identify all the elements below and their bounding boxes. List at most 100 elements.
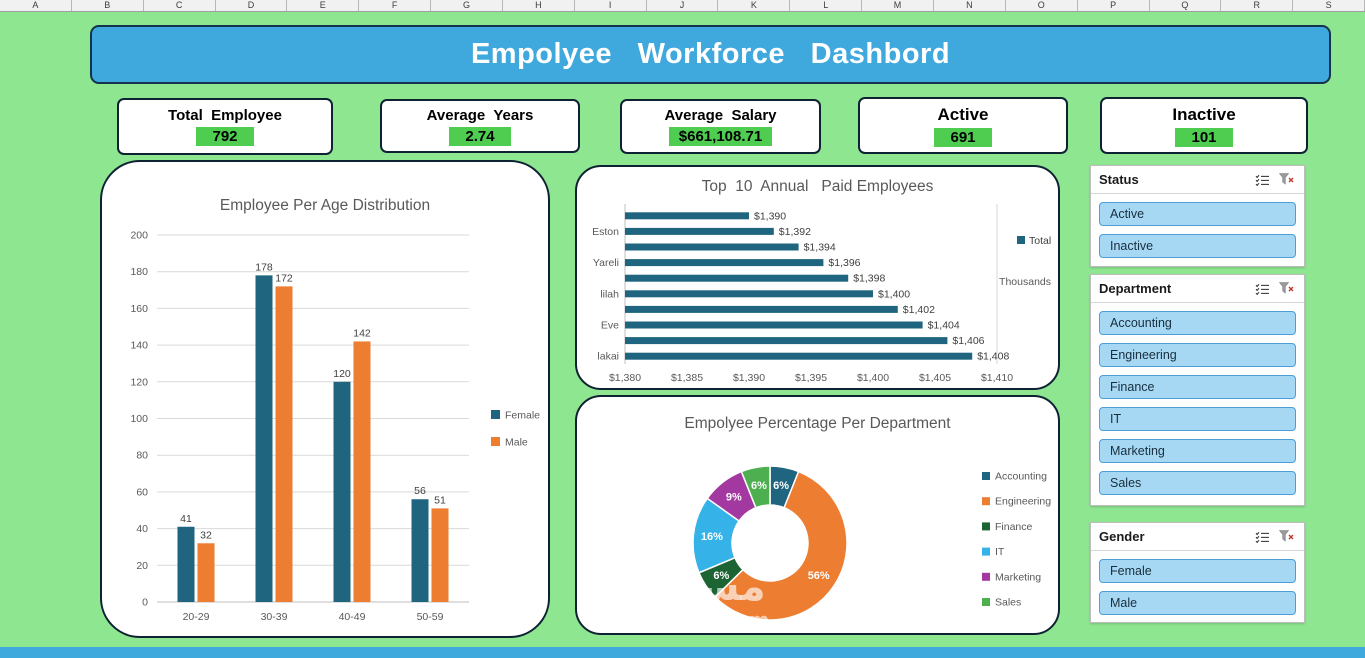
legend-swatch-sales [982,598,990,606]
age-distribution-chart[interactable]: Employee Per Age Distribution 0 20 40 60 80 1… [100,160,550,638]
status-slicer-title: Status [1099,172,1139,187]
svg-text:56: 56 [414,485,426,497]
svg-text:$1,400: $1,400 [857,372,889,384]
column-header-D[interactable]: D [215,0,288,11]
slicer-item-active[interactable]: Active [1099,202,1296,226]
svg-text:50-59: 50-59 [417,611,444,623]
column-header-K[interactable]: K [718,0,791,11]
svg-text:$1,398: $1,398 [853,273,885,285]
svg-text:$1,385: $1,385 [671,372,703,384]
multiselect-icon[interactable] [1252,172,1272,188]
clear-filter-icon[interactable] [1276,529,1296,545]
column-header-F[interactable]: F [359,0,432,11]
column-header-N[interactable]: N [933,0,1006,11]
kpi-inactive-value: 101 [1175,127,1233,147]
department-slicer-header: Department [1091,275,1304,303]
top10-paid-employees-chart[interactable]: Top 10 Annual Paid Employees $1,390 $1,39… [575,165,1060,390]
legend-swatch-engineering [982,497,990,506]
kpi-average-salary: Average Salary $661,108.71 [620,99,821,154]
svg-text:Female: Female [505,410,540,422]
legend-swatch-marketing [982,572,990,581]
age-distribution-plot: 0 20 40 60 80 100 120 140 160 180 200 20-29 41 32 30-3… [130,230,540,624]
multiselect-icon[interactable] [1252,529,1272,545]
kpi-average-years: Average Years 2.74 [380,99,580,153]
slicer-item-finance[interactable]: Finance [1099,375,1296,399]
svg-text:9%: 9% [726,492,742,504]
status-slicer: Status Active Inactive [1090,165,1305,267]
slicer-item-it[interactable]: IT [1099,407,1296,431]
dashboard-title: Empolyee Workforce Dashbord [470,38,951,70]
donut-slice-engineering [714,470,848,621]
kpi-active-label: Active [937,104,989,124]
slicer-item-accounting[interactable]: Accounting [1099,311,1296,335]
bar-female-50-59 [411,499,429,602]
clear-filter-icon[interactable] [1276,281,1296,297]
bar-female-20-29 [177,526,195,602]
column-header-I[interactable]: I [574,0,647,11]
top10-bar-6 [625,305,898,313]
svg-text:6%: 6% [751,480,767,492]
kpi-active-value: 691 [934,127,992,147]
legend-swatch-it [982,547,990,556]
multiselect-icon[interactable] [1252,281,1272,297]
slicer-item-male[interactable]: Male [1099,591,1296,615]
svg-text:$1,410: $1,410 [981,372,1013,384]
column-header-S[interactable]: S [1293,0,1365,11]
top10-bar-0 [625,212,749,220]
svg-text:160: 160 [130,303,148,315]
svg-text:120: 120 [130,376,148,388]
column-header-E[interactable]: E [287,0,360,11]
svg-text:IT: IT [995,546,1005,558]
donut-slice-sales [740,465,771,509]
top10-bar-4 [625,274,849,282]
column-header-B[interactable]: B [71,0,144,11]
svg-text:$1,395: $1,395 [795,372,827,384]
svg-text:Sales: Sales [995,597,1021,609]
column-header-A[interactable]: A [0,0,72,11]
bar-male-30-39 [275,286,293,602]
svg-text:20: 20 [136,560,148,572]
column-header-H[interactable]: H [502,0,575,11]
slicer-item-female[interactable]: Female [1099,559,1296,583]
svg-text:60: 60 [136,486,148,498]
slicer-item-inactive[interactable]: Inactive [1099,234,1296,258]
top10-bar-3 [625,259,824,267]
svg-text:0: 0 [142,597,148,609]
clear-filter-icon[interactable] [1276,172,1296,188]
column-header-M[interactable]: M [862,0,934,11]
kpi-total-employee-value: 792 [196,127,254,146]
top10-plot: $1,390 $1,392 Eston $1,394 $1,396 Yareli $1,39… [592,204,1051,384]
svg-text:41: 41 [180,513,192,525]
slicer-item-marketing[interactable]: Marketing [1099,439,1296,463]
kpi-inactive-label: Inactive [1172,104,1236,124]
department-percentage-chart[interactable]: Empolyee Percentage Per Department 6% 56%… [575,395,1060,635]
column-header-L[interactable]: L [790,0,863,11]
svg-text:Total: Total [1029,235,1051,247]
svg-text:6%: 6% [773,480,789,492]
column-header-O[interactable]: O [1005,0,1078,11]
top10-bar-9 [625,352,973,360]
svg-text:6%: 6% [713,570,729,582]
department-slicer-items: Accounting Engineering Finance IT Marketing S… [1091,303,1304,511]
svg-text:$1,404: $1,404 [928,320,960,332]
column-header-G[interactable]: G [431,0,503,11]
kpi-active: Active 691 [858,97,1068,154]
svg-text:180: 180 [130,266,148,278]
column-header-R[interactable]: R [1221,0,1294,11]
column-header-P[interactable]: P [1077,0,1150,11]
column-header-J[interactable]: J [646,0,719,11]
svg-text:200: 200 [130,230,148,242]
kpi-average-years-label: Average Years [426,106,534,124]
bar-female-40-49 [333,381,351,602]
column-header-Q[interactable]: Q [1149,0,1222,11]
column-header-C[interactable]: C [143,0,216,11]
bar-female-30-39 [255,275,273,602]
department-slicer-title: Department [1099,281,1172,296]
slicer-item-engineering[interactable]: Engineering [1099,343,1296,367]
svg-text:$1,392: $1,392 [779,226,811,238]
svg-text:142: 142 [353,327,371,339]
slicer-item-sales[interactable]: Sales [1099,471,1296,495]
top10-bar-5 [625,290,873,298]
